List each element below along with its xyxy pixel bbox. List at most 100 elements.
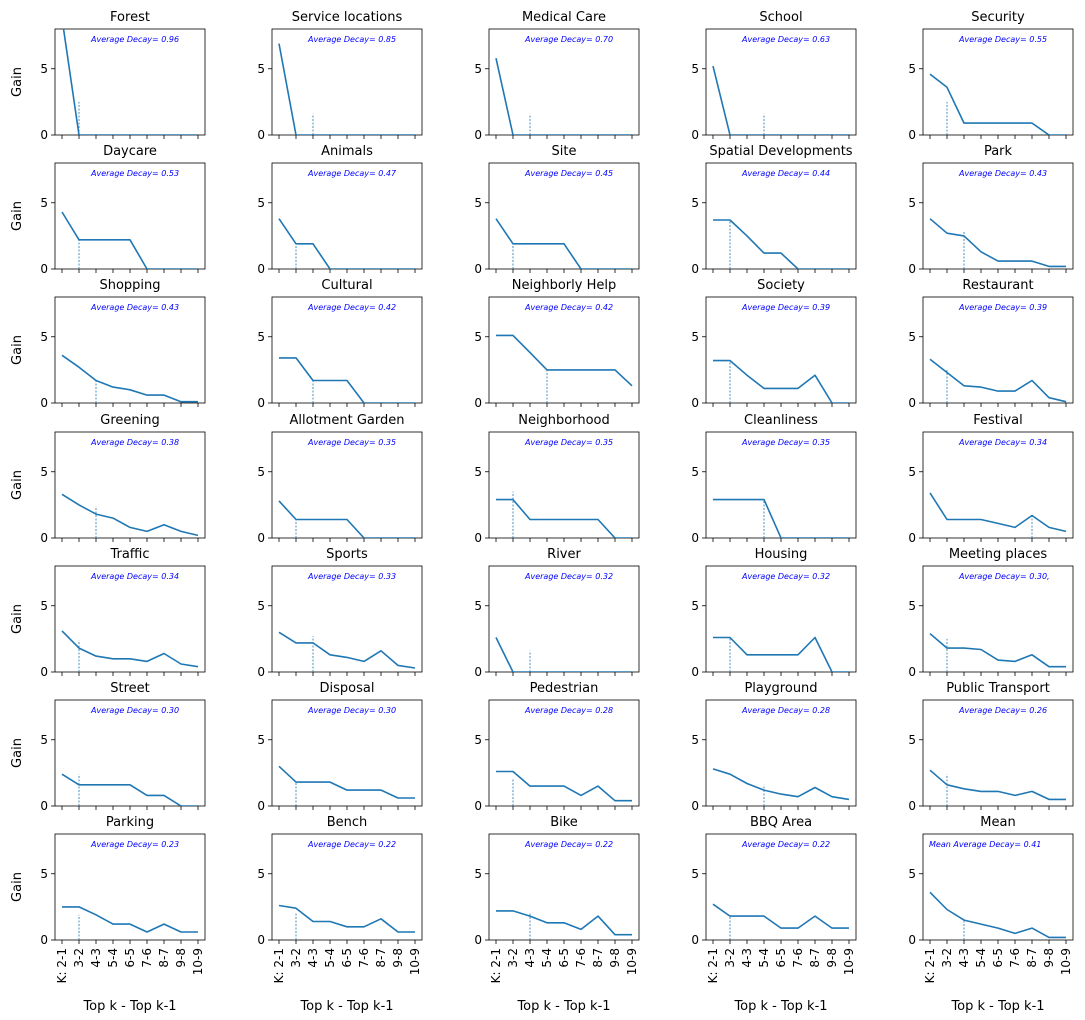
subplot-title: Public Transport	[946, 681, 1050, 696]
decay-annotation: Average Decay= 0.30,	[958, 572, 1050, 581]
subplot-18: Cleanliness Average Decay= 0.35 0 5	[691, 413, 857, 545]
x-tick-label: 3-2	[72, 948, 86, 968]
axes-frame	[922, 296, 1074, 404]
decay-annotation: Average Decay= 0.30	[90, 706, 179, 715]
x-tick-label: 9-8	[174, 948, 188, 968]
gain-series-line	[929, 891, 1066, 939]
axes-frame	[488, 565, 640, 673]
axes-frame	[488, 699, 640, 807]
subplot-title: Sports	[326, 547, 368, 562]
y-tick-label: 0	[908, 799, 916, 813]
x-tick-label: 10-9	[842, 948, 856, 975]
x-tick-label: 4-3	[306, 948, 320, 968]
decay-annotation: Average Decay= 0.22	[524, 840, 613, 849]
x-tick-label: 4-3	[89, 948, 103, 968]
gain-series-line	[278, 500, 415, 538]
y-tick-label: 5	[691, 196, 699, 210]
x-tick-label: 9-8	[608, 948, 622, 968]
y-tick-label: 5	[691, 330, 699, 344]
y-tick-label: 5	[474, 330, 482, 344]
decay-annotation: Average Decay= 0.43	[958, 169, 1047, 178]
decay-annotation: Average Decay= 0.53	[90, 169, 179, 178]
x-tick-label: 10-9	[408, 948, 422, 975]
x-axis-label: Top k - Top k-1	[733, 999, 827, 1014]
subplot-title: Disposal	[320, 681, 375, 696]
x-tick-label: 10-9	[191, 948, 205, 975]
axes-frame	[922, 28, 1074, 136]
decay-annotation: Average Decay= 0.42	[524, 303, 613, 312]
subplot-title: Mean	[980, 815, 1015, 830]
x-tick-label: 5-4	[757, 948, 771, 968]
decay-annotation: Average Decay= 0.45	[524, 169, 613, 178]
axes-frame	[488, 162, 640, 270]
subplot-2: Medical Care Average Decay= 0.70 0 5	[474, 10, 640, 142]
gain-series-line	[712, 903, 849, 929]
x-tick-label: 5-4	[540, 948, 554, 968]
gain-series-line	[929, 358, 1067, 403]
subplot-16: Allotment Garden Average Decay= 0.35 0 5	[257, 413, 423, 545]
y-tick-label: 0	[40, 128, 48, 142]
gain-series-line	[495, 637, 632, 672]
x-tick-label: 6-5	[991, 948, 1005, 968]
subplot-23: Housing Average Decay= 0.32 0 5	[691, 547, 857, 679]
axes-frame	[54, 296, 206, 404]
y-tick-label: 0	[40, 531, 48, 545]
gain-series-line	[496, 910, 632, 936]
subplot-19: Festival Average Decay= 0.34 0 5	[908, 413, 1074, 545]
y-tick-label: 0	[474, 262, 482, 276]
x-tick-label: 4-3	[957, 948, 971, 968]
y-tick-label: 0	[257, 799, 265, 813]
decay-annotation: Average Decay= 0.26	[958, 706, 1047, 715]
y-axis-label: Gain	[10, 872, 25, 902]
x-tick-label: 8-7	[591, 948, 605, 968]
y-tick-label: 5	[257, 867, 265, 881]
axes-frame	[54, 431, 206, 539]
axes-frame	[488, 833, 640, 941]
subplot-title: School	[759, 10, 802, 25]
y-tick-label: 0	[908, 665, 916, 679]
subplot-title: Bench	[327, 815, 368, 830]
y-tick-label: 5	[257, 465, 265, 479]
subplot-title: Neighborhood	[518, 413, 610, 428]
decay-annotation: Average Decay= 0.30	[307, 706, 396, 715]
x-tick-label: 6-5	[774, 948, 788, 968]
y-tick-label: 5	[40, 599, 48, 613]
axes-frame	[271, 162, 423, 270]
x-tick-label: 7-6	[574, 948, 588, 968]
subplot-25: Street Average Decay= 0.30 0 5 Gain	[10, 681, 206, 813]
y-tick-label: 5	[908, 62, 916, 76]
y-axis-label: Gain	[10, 604, 25, 634]
axes-frame	[705, 833, 857, 941]
gain-series-line	[496, 334, 633, 387]
x-tick-label: 8-7	[1025, 948, 1039, 968]
y-tick-label: 5	[908, 733, 916, 747]
gain-series-line	[929, 73, 1066, 135]
y-tick-label: 0	[40, 262, 48, 276]
subplot-11: Cultural Average Decay= 0.42 0 5	[257, 278, 423, 410]
y-tick-label: 5	[257, 733, 265, 747]
axes-frame	[922, 833, 1074, 941]
axes-frame	[271, 833, 423, 941]
subplot-title: Forest	[110, 10, 150, 25]
subplot-title: Housing	[755, 547, 808, 562]
y-tick-label: 0	[691, 799, 699, 813]
subplot-26: Disposal Average Decay= 0.30 0 5	[257, 681, 423, 813]
decay-annotation: Average Decay= 0.34	[90, 572, 179, 581]
x-tick-label: K: 2-1	[706, 948, 720, 983]
x-tick-label: 9-8	[1042, 948, 1056, 968]
axes-frame	[705, 431, 857, 539]
gain-series-line	[61, 211, 198, 269]
subplot-3: School Average Decay= 0.63 0 5	[691, 10, 857, 142]
subplot-title: Security	[971, 10, 1025, 25]
y-tick-label: 0	[691, 531, 699, 545]
subplot-32: Bike Average Decay= 0.22 0 5 K: 2-1 3-2 4-3 5-4…	[474, 815, 640, 1014]
x-tick-label: 10-9	[625, 948, 639, 975]
x-tick-label: 6-5	[557, 948, 571, 968]
decay-annotation: Average Decay= 0.85	[307, 35, 396, 44]
x-tick-label: 7-6	[357, 948, 371, 968]
subplot-title: Festival	[973, 413, 1023, 428]
decay-annotation: Average Decay= 0.42	[307, 303, 396, 312]
y-tick-label: 5	[40, 465, 48, 479]
y-tick-label: 5	[40, 867, 48, 881]
